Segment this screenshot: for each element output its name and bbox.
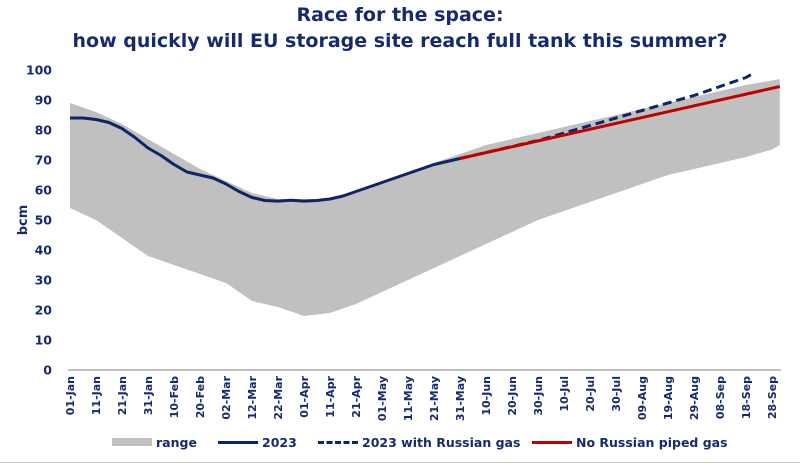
- x-tick-label: 01-Apr: [298, 375, 311, 417]
- y-axis-label: bcm: [16, 205, 31, 236]
- x-tick-label: 30-Jul: [610, 376, 623, 412]
- x-tick-label: 29-Aug: [688, 376, 701, 420]
- legend-label-2023: 2023: [262, 434, 297, 450]
- y-tick-label: 90: [35, 93, 53, 108]
- legend: range 2023 2023 with Russian gas No Russ…: [0, 432, 800, 452]
- y-tick-label: 70: [35, 153, 53, 168]
- x-tick-label: 30-Jun: [532, 376, 545, 416]
- x-tick-label: 21-Jan: [116, 376, 129, 415]
- x-tick-label: 20-Jun: [506, 376, 519, 416]
- x-tick-label: 28-Sep: [766, 376, 779, 419]
- y-tick-label: 50: [35, 213, 53, 228]
- y-tick-label: 30: [35, 273, 53, 288]
- y-tick-label: 10: [35, 333, 53, 348]
- red-line-swatch: [532, 440, 572, 444]
- x-tick-label: 08-Sep: [714, 376, 727, 419]
- legend-label-no-russian-piped-gas: No Russian piped gas: [576, 434, 728, 450]
- chart-title: Race for the space:: [296, 4, 504, 26]
- range-band: [70, 79, 780, 316]
- x-tick-label: 09-Aug: [636, 376, 649, 420]
- x-tick-label: 10-Jul: [558, 376, 571, 412]
- y-tick-label: 20: [35, 303, 53, 318]
- series-2023-line: [70, 116, 461, 203]
- dashed-line-swatch: [318, 440, 358, 444]
- series-with-russian-gas-line: [459, 71, 755, 160]
- x-tick-label: 20-Jul: [584, 376, 597, 412]
- x-tick-label: 01-Jan: [64, 376, 77, 415]
- x-tick-label: 21-May: [428, 376, 441, 421]
- x-tick-label: 22-Mar: [272, 375, 285, 419]
- y-tick-label: 100: [26, 63, 52, 78]
- y-tick-label: 60: [35, 183, 53, 198]
- legend-item-no-russian-piped-gas: No Russian piped gas: [532, 432, 728, 452]
- range-swatch: [112, 438, 152, 446]
- y-tick-label: 40: [35, 243, 53, 258]
- x-tick-label: 12-Mar: [246, 375, 259, 419]
- x-tick-label: 31-Jan: [142, 376, 155, 415]
- y-tick-label: 0: [43, 363, 52, 378]
- line-2023-swatch: [218, 440, 258, 444]
- legend-item-range: range: [112, 432, 197, 452]
- x-tick-label: 19-Aug: [662, 376, 675, 420]
- legend-label-range: range: [156, 434, 197, 450]
- legend-item-with-russian-gas: 2023 with Russian gas: [318, 432, 520, 452]
- series-no-russian-piped-gas-line: [459, 85, 781, 160]
- x-tick-label: 11-Jan: [90, 376, 103, 415]
- legend-label-with-russian-gas: 2023 with Russian gas: [362, 434, 521, 450]
- x-tick-label: 31-May: [454, 376, 467, 421]
- x-tick-label: 18-Sep: [740, 376, 753, 419]
- x-tick-label: 10-Feb: [168, 376, 181, 418]
- x-tick-label: 11-May: [402, 376, 415, 421]
- x-tick-label: 21-Apr: [350, 375, 363, 417]
- bottom-divider: [0, 462, 800, 463]
- x-tick-label: 02-Mar: [220, 375, 233, 419]
- legend-item-2023: 2023: [218, 432, 297, 452]
- y-tick-label: 80: [35, 123, 53, 138]
- chart-subtitle: how quickly will EU storage site reach f…: [72, 30, 728, 52]
- x-tick-label: 11-Apr: [324, 375, 337, 417]
- chart-area: 0 10 20 30 40 50 60 70 80 90 100 01-Jan 11-Jan 21-Ja…: [16, 63, 781, 421]
- x-tick-label: 10-Jun: [480, 376, 493, 416]
- x-tick-label: 01-May: [376, 376, 389, 421]
- x-tick-label: 20-Feb: [194, 376, 207, 418]
